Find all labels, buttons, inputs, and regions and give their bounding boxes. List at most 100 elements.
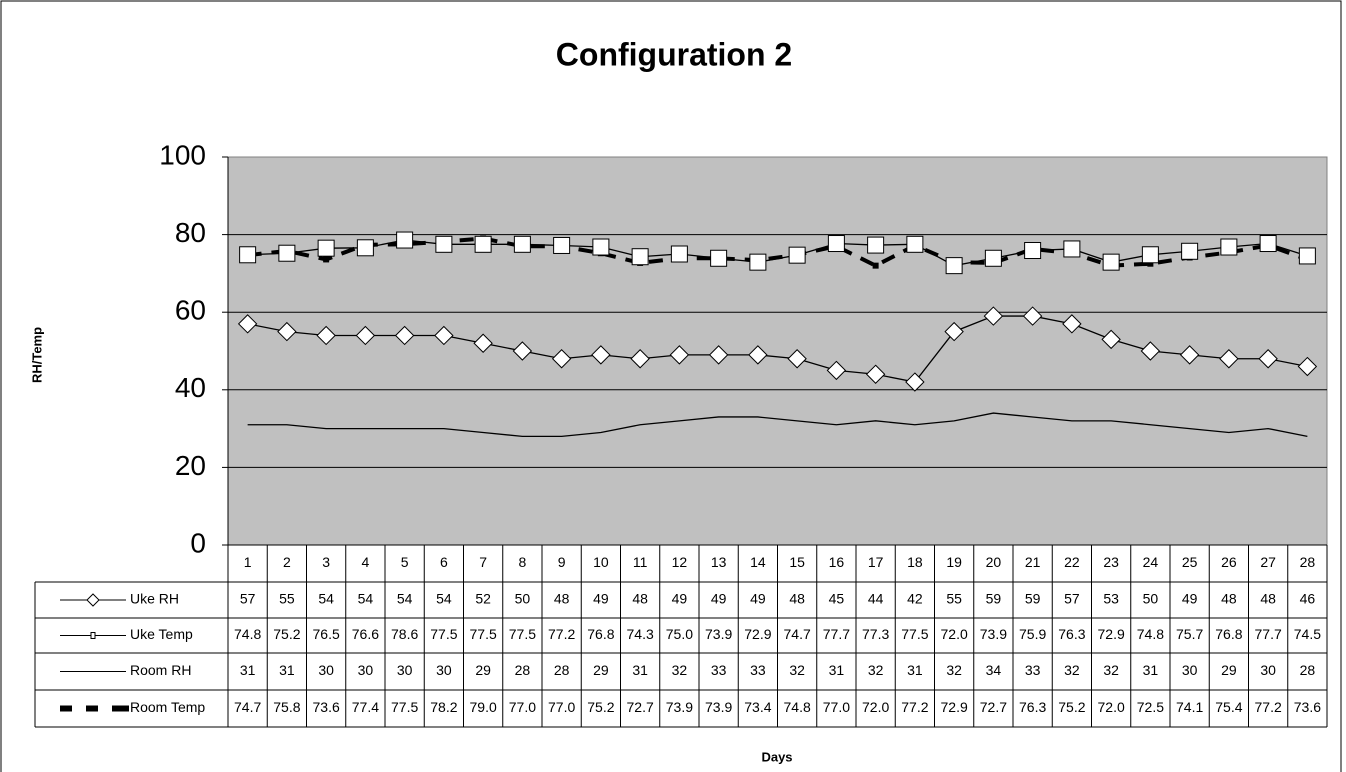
marker [512,341,533,361]
legend-marker [86,593,100,607]
x-tick-label: 17 [868,554,884,570]
marker [394,325,415,346]
table-value: 59 [986,591,1002,607]
x-tick-label: 15 [789,554,805,570]
table-value: 44 [868,591,884,607]
series-line [247,239,1308,267]
legend-label: Uke RH [130,591,179,607]
marker [355,325,376,346]
marker [944,321,964,342]
table-value: 55 [946,591,962,607]
marker [749,253,767,271]
table-value: 77.5 [430,626,457,642]
x-tick-label: 7 [479,554,487,570]
table-value: 74.7 [234,699,261,715]
x-tick-label: 8 [518,554,526,570]
x-tick-label: 27 [1260,554,1276,570]
marker [1181,242,1199,260]
table-value: 77.5 [901,626,928,642]
marker [1258,349,1278,369]
table-value: 78.2 [430,699,457,715]
marker [237,314,258,334]
table-value: 29 [1221,662,1237,678]
y-tick-label: 20 [175,450,206,481]
table-value: 32 [946,662,962,678]
legend-label: Room RH [130,662,191,678]
table-value: 50 [1143,591,1159,607]
marker [317,239,335,257]
y-tick-label: 40 [175,372,206,403]
legend-marker [90,632,96,639]
marker [872,262,879,269]
table-value: 30 [358,662,374,678]
marker [277,321,297,342]
marker [1141,246,1159,264]
marker [316,325,336,346]
table-value: 72.0 [1098,699,1125,715]
table-value: 76.8 [587,626,614,642]
marker [630,349,650,369]
x-axis-label: Days [761,749,792,764]
legend-label: Room Temp [130,699,205,715]
series-line [247,236,1309,268]
y-tick-label: 100 [159,139,206,170]
table-value: 72.5 [1137,699,1164,715]
table-value: 28 [515,662,531,678]
table-value: 32 [1103,662,1119,678]
table-value: 73.4 [744,699,771,715]
x-tick-label: 13 [711,554,727,570]
y-tick-label: 0 [190,527,206,558]
marker [826,360,847,381]
table-value: 74.8 [784,699,811,715]
table-value: 29 [593,662,609,678]
x-tick-label: 9 [558,554,566,570]
x-tick-label: 12 [672,554,688,570]
table-value: 59 [1025,591,1041,607]
table-value: 77.7 [823,626,850,642]
table-value: 77.5 [391,699,418,715]
table-value: 73.6 [1294,699,1321,715]
table-value: 73.6 [313,699,340,715]
table-value: 34 [986,662,1002,678]
marker [1101,329,1121,350]
table-value: 48 [1260,591,1276,607]
table-value: 48 [1221,591,1237,607]
marker [1179,345,1200,365]
table-value: 49 [1182,591,1198,607]
table-value: 74.8 [234,626,261,642]
marker [669,345,690,365]
table-value: 76.5 [313,626,340,642]
x-tick-label: 23 [1103,554,1119,570]
table-value: 28 [554,662,570,678]
table-value: 53 [1103,591,1119,607]
table-value: 48 [554,591,570,607]
table-value: 57 [1064,591,1080,607]
table-value: 30 [397,662,413,678]
table-value: 72.7 [627,699,654,715]
marker [434,325,454,346]
table-value: 78.6 [391,626,418,642]
marker [906,235,924,253]
table-value: 75.9 [1019,626,1046,642]
table-value: 30 [1260,662,1276,678]
table-value: 30 [436,662,452,678]
table-value: 77.3 [862,626,889,642]
x-tick-label: 22 [1064,554,1080,570]
x-tick-label: 20 [986,554,1002,570]
marker [827,235,845,253]
table-value: 33 [1025,662,1041,678]
table-value: 77.0 [509,699,536,715]
table-value: 46 [1300,591,1316,607]
marker [239,246,257,264]
marker [748,345,768,365]
marker [708,345,729,365]
table-value: 54 [436,591,452,607]
marker [513,235,531,253]
x-tick-label: 3 [322,554,330,570]
table-value: 75.7 [1176,626,1203,642]
table-value: 50 [515,591,531,607]
table-value: 77.2 [548,626,575,642]
table-value: 75.2 [587,699,614,715]
marker [1259,235,1277,253]
table-value: 75.2 [1058,699,1085,715]
